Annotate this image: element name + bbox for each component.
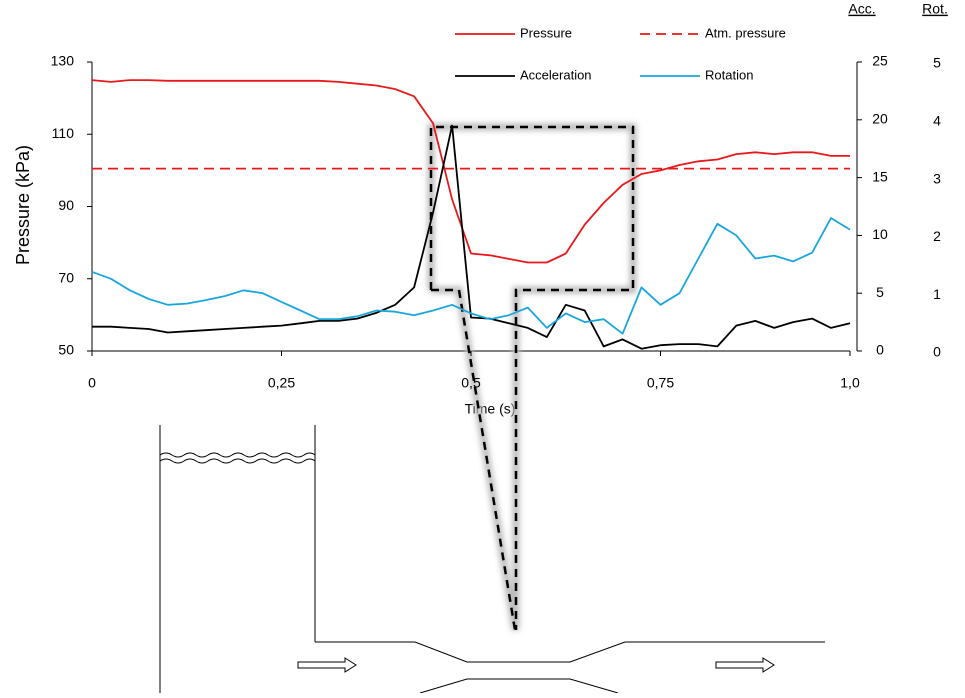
axes xyxy=(91,62,858,352)
y2-tick-label: 20 xyxy=(872,111,888,127)
pipe-bottom xyxy=(419,678,619,694)
x-tick-label: 0,25 xyxy=(268,375,295,391)
diagram xyxy=(159,425,825,694)
y2-tick-label: 25 xyxy=(872,53,888,69)
legend-label: Acceleration xyxy=(520,67,592,82)
y3-axis-title: Rot. xyxy=(922,1,948,17)
zoom-outline xyxy=(429,125,635,631)
water-surface xyxy=(159,458,316,464)
x-tick-label: 1,0 xyxy=(840,375,860,391)
y3-tick-label: 4 xyxy=(933,113,941,129)
flow-arrow xyxy=(715,657,775,673)
flow-arrow xyxy=(297,657,357,673)
y2-tick-label: 5 xyxy=(876,284,884,300)
y-tick-label: 70 xyxy=(58,269,74,285)
y3-tick-label: 3 xyxy=(933,170,941,186)
y2-tick-label: 15 xyxy=(872,168,888,184)
pipe-top xyxy=(315,641,825,663)
y-tick-label: 110 xyxy=(52,125,75,141)
y3-tick-label: 0 xyxy=(933,344,941,360)
y3-tick-label: 1 xyxy=(933,286,941,302)
y-tick-label: 90 xyxy=(58,197,74,213)
y2-tick-label: 10 xyxy=(872,226,888,242)
water-surface xyxy=(159,452,316,458)
legend-label: Atm. pressure xyxy=(705,25,786,40)
y-axis-title: Pressure (kPa) xyxy=(13,145,33,265)
series-line xyxy=(91,79,850,264)
y2-tick-label: 0 xyxy=(876,342,884,358)
y-tick-label: 50 xyxy=(58,342,74,358)
x-axis-title: Time (s) xyxy=(465,401,516,417)
y-tick-label: 130 xyxy=(51,53,75,69)
y3-tick-label: 5 xyxy=(933,55,941,71)
plot-area: 0 0,25 0,5 0,75 1,05070901101300510152025012… xyxy=(51,25,941,390)
x-tick-label: 0,75 xyxy=(647,375,674,391)
series-line xyxy=(92,124,851,350)
y2-axis-title: Acc. xyxy=(848,1,875,17)
legend-label: Rotation xyxy=(705,67,753,82)
y3-tick-label: 2 xyxy=(933,228,941,244)
series-line xyxy=(91,217,851,335)
x-tick-label: 0,5 xyxy=(461,375,481,391)
zoom-marker xyxy=(427,123,637,631)
x-tick-label: 0 xyxy=(88,375,96,391)
legend-label: Pressure xyxy=(520,25,572,40)
